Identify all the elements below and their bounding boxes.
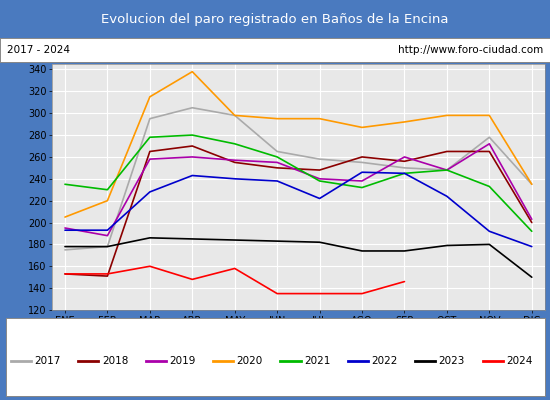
Text: 2023: 2023 (439, 356, 465, 366)
Text: 2017: 2017 (35, 356, 61, 366)
Text: 2019: 2019 (169, 356, 196, 366)
Text: 2022: 2022 (371, 356, 398, 366)
Text: 2021: 2021 (304, 356, 331, 366)
Text: Evolucion del paro registrado en Baños de la Encina: Evolucion del paro registrado en Baños d… (101, 12, 449, 26)
Text: 2018: 2018 (102, 356, 128, 366)
Text: 2020: 2020 (236, 356, 263, 366)
Text: 2017 - 2024: 2017 - 2024 (7, 45, 70, 55)
Text: http://www.foro-ciudad.com: http://www.foro-ciudad.com (398, 45, 543, 55)
Text: 2024: 2024 (506, 356, 532, 366)
